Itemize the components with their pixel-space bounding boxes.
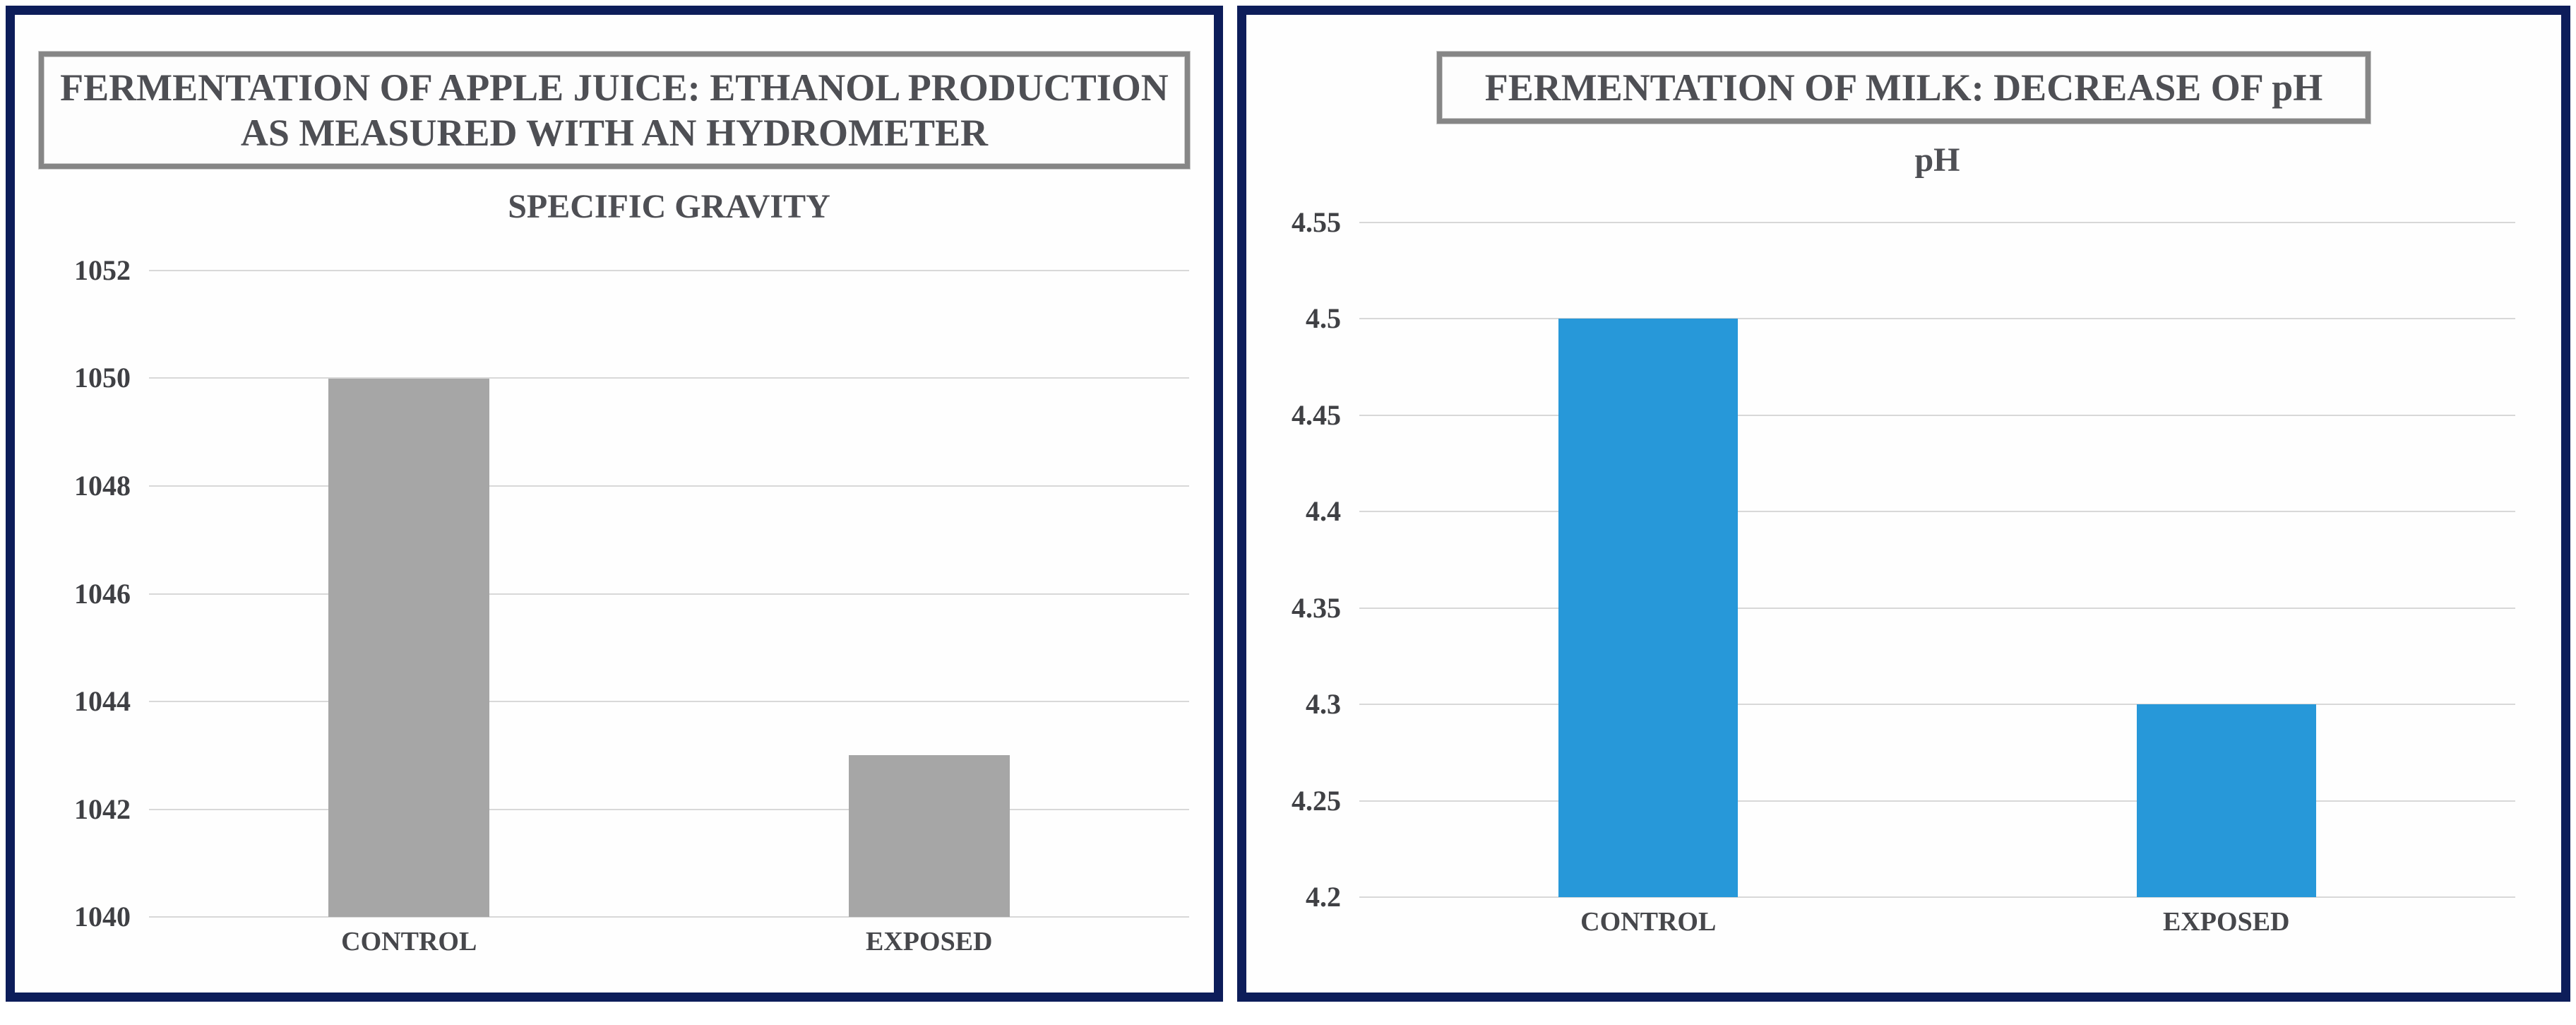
category-axis: CONTROL EXPOSED (149, 917, 1189, 962)
milk-chart-panel: FERMENTATION OF MILK: DECREASE OF pH pH … (1237, 6, 2570, 1002)
gridline (1359, 896, 2515, 898)
bar-exposed (848, 755, 1010, 917)
value-axis-title: pH (1914, 141, 1960, 179)
y-tick-label: 4.4 (1306, 495, 1341, 528)
value-axis-title: SPECIFIC GRAVITY (508, 188, 830, 225)
category-label: CONTROL (1580, 907, 1717, 937)
y-tick-label: 1042 (74, 793, 131, 825)
category-label: EXPOSED (866, 927, 993, 956)
chart-title-box: FERMENTATION OF APPLE JUICE: ETHANOL PRO… (38, 52, 1191, 169)
bar-control (1558, 319, 1739, 897)
gridline (1359, 704, 2515, 706)
category-axis: CONTROL EXPOSED (1359, 897, 2515, 942)
chart-title: FERMENTATION OF APPLE JUICE: ETHANOL PRO… (60, 66, 1169, 154)
y-tick-label: 4.35 (1292, 591, 1341, 624)
plot-area: 1052 1050 1048 1046 1044 1042 1040 (74, 256, 1189, 931)
y-tick-label: 1040 (74, 901, 131, 932)
bar-exposed (2136, 704, 2316, 897)
category-label: EXPOSED (2163, 907, 2290, 937)
gridline (149, 700, 1189, 702)
plot-area: 4.55 4.5 4.45 4.4 4.35 4.3 4.25 4.2 (1292, 208, 2515, 911)
gridline (1359, 318, 2515, 320)
chart-area: SPECIFIC GRAVITY 1052 1050 1048 1046 1044 104… (74, 187, 1189, 962)
category-label: CONTROL (341, 927, 477, 956)
bar-control (328, 378, 490, 917)
gridline (149, 377, 1189, 379)
gridline (1359, 222, 2515, 223)
y-tick-label: 4.5 (1306, 302, 1341, 335)
y-tick-label: 4.55 (1292, 206, 1341, 238)
y-tick-label: 1044 (74, 685, 131, 717)
gridline (149, 270, 1189, 271)
y-tick-label: 1048 (74, 469, 131, 502)
y-tick-label: 1046 (74, 577, 131, 610)
y-tick-label: 1052 (74, 254, 131, 286)
gridline (1359, 511, 2515, 513)
gridline (149, 485, 1189, 487)
y-tick-label: 1050 (74, 362, 131, 394)
gridline (1359, 800, 2515, 802)
gridline (1359, 607, 2515, 609)
gridline (149, 916, 1189, 918)
y-tick-label: 4.3 (1306, 688, 1341, 721)
y-tick-label: 4.45 (1292, 398, 1341, 431)
chart-area: pH 4.55 4.5 4.45 4.4 4.35 4.3 4.25 4.2 CONTROL E… (1292, 141, 2515, 942)
gridline (149, 593, 1189, 595)
gridline (1359, 414, 2515, 416)
gridline (149, 808, 1189, 810)
y-tick-label: 4.2 (1306, 881, 1341, 913)
y-tick-label: 4.25 (1292, 784, 1341, 817)
apple-juice-chart-panel: FERMENTATION OF APPLE JUICE: ETHANOL PRO… (6, 6, 1223, 1002)
chart-title-box: FERMENTATION OF MILK: DECREASE OF pH (1436, 52, 2371, 124)
chart-title: FERMENTATION OF MILK: DECREASE OF pH (1484, 66, 2323, 109)
